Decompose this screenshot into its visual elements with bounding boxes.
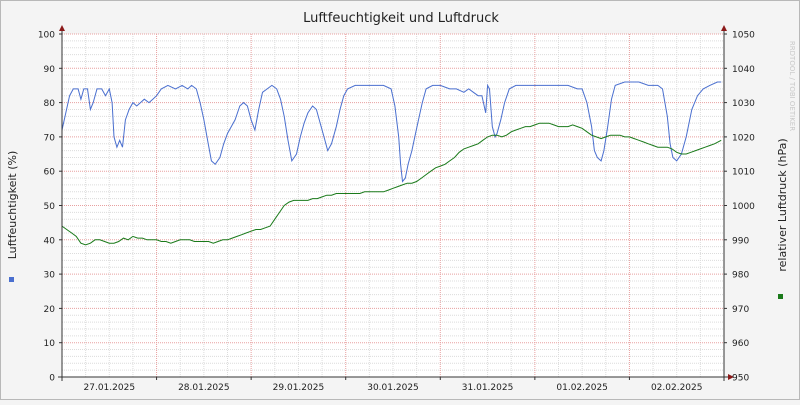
y-tick-label: 100	[38, 31, 55, 41]
pressure-legend-marker	[778, 294, 783, 299]
y-axis-arrow	[59, 25, 65, 31]
x-tick-label: 31.01.2025	[462, 383, 514, 393]
watermark: RRDTOOL / TOBI OETIKER	[788, 41, 796, 131]
y-tick-label: 0	[49, 374, 55, 384]
y-tick-label: 20	[44, 305, 56, 315]
y2-tick-label: 970	[732, 305, 749, 315]
chart-title: Luftfeuchtigkeit und Luftdruck	[303, 11, 499, 26]
y-tick-label: 10	[44, 339, 56, 349]
x-tick-label: 29.01.2025	[273, 383, 325, 393]
y-tick-label: 80	[44, 99, 56, 109]
y2-tick-label: 960	[732, 339, 749, 349]
x-tick-label: 02.02.2025	[651, 383, 703, 393]
y2-tick-label: 1040	[732, 65, 755, 75]
x-tick-label: 28.01.2025	[178, 383, 230, 393]
y2-axis-label: relativer Luftdruck (hPa)	[776, 138, 789, 271]
x-tick-label: 30.01.2025	[367, 383, 419, 393]
pressure-line	[61, 122, 722, 246]
y2-tick-label: 1050	[732, 31, 755, 41]
series-layer	[61, 81, 722, 246]
y2-tick-label: 950	[732, 374, 749, 384]
y2-axis-arrow	[721, 25, 727, 31]
y2-tick-label: 990	[732, 236, 749, 246]
y-tick-label: 70	[44, 133, 56, 143]
y2-tick-label: 1000	[732, 202, 755, 212]
x-tick-label: 01.02.2025	[556, 383, 608, 393]
y-tick-label: 50	[44, 202, 56, 212]
y-tick-label: 60	[44, 168, 56, 178]
humidity-line	[61, 81, 722, 183]
x-axis-ticks: 27.01.2025 28.01.2025 29.01.2025 30.01.2025…	[61, 377, 725, 393]
y2-axis-ticks: 950 960 970 980 990 1000 1010 1020 1030 1040 1050	[724, 31, 755, 384]
x-axis-arrow	[728, 374, 734, 380]
y2-tick-label: 1030	[732, 99, 755, 109]
y-tick-label: 30	[44, 271, 56, 281]
y2-tick-label: 1010	[732, 168, 755, 178]
y-tick-label: 40	[44, 236, 56, 246]
y-axis-ticks: 0 10 20 30 40 50 60 70 80 90 100	[38, 31, 62, 384]
y-axis-label: Luftfeuchtigkeit (%)	[6, 151, 19, 260]
x-tick-label: 27.01.2025	[84, 383, 136, 393]
y2-tick-label: 1020	[732, 133, 755, 143]
y-tick-label: 90	[44, 65, 56, 75]
grid	[62, 33, 724, 377]
y2-tick-label: 980	[732, 271, 749, 281]
humidity-legend-marker	[9, 277, 14, 282]
